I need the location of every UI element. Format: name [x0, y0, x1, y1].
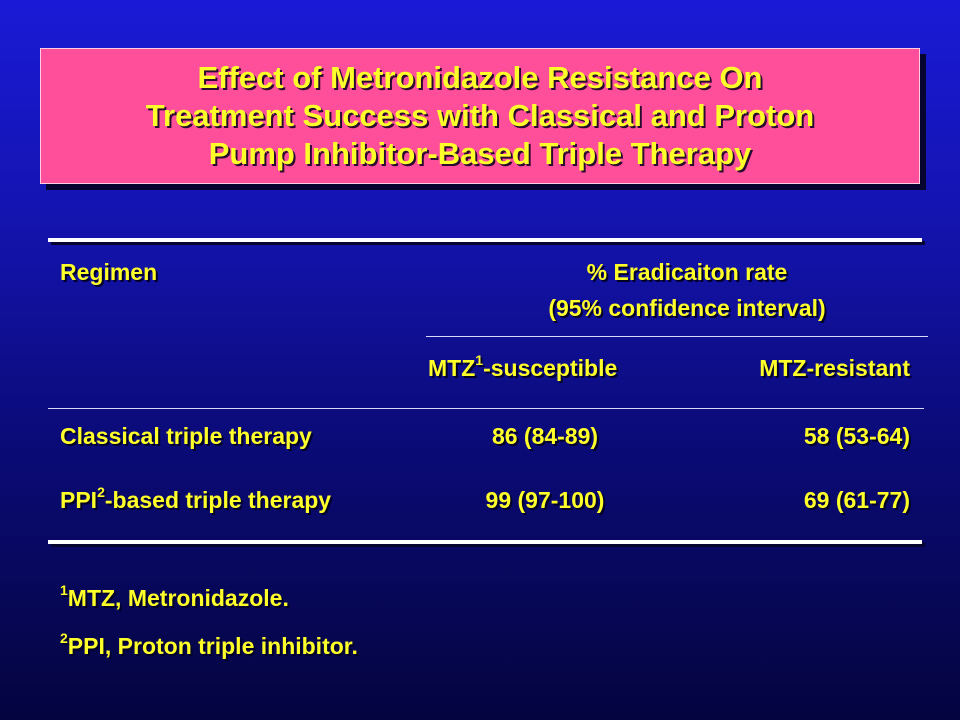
slide-title-line-2: Treatment Success with Classical and Pro…	[145, 98, 815, 133]
header-mtz-resistant: MTZ-resistant	[759, 355, 910, 381]
header-confidence-interval: (95% confidence interval)	[548, 295, 826, 321]
header-bottom-rule	[48, 408, 924, 409]
header-eradication-rate: % Eradicaiton rate	[586, 259, 788, 285]
header-mtz-susceptible: MTZ1-susceptible	[428, 352, 618, 381]
table-bottom-rule	[48, 540, 922, 544]
group-header-rule	[426, 336, 928, 337]
header-regimen: Regimen	[60, 259, 158, 285]
table-top-rule	[48, 238, 922, 242]
row-2-resistant: 69 (61-77)	[803, 487, 910, 513]
slide-title-line-3: Pump Inhibitor-Based Triple Therapy	[208, 136, 752, 171]
slide-title-line-1: Effect of Metronidazole Resistance On	[197, 60, 763, 95]
footnote-1: 1MTZ, Metronidazole.	[60, 582, 289, 611]
row-1-susceptible: 86 (84-89)	[491, 423, 599, 449]
row-1-resistant: 58 (53-64)	[803, 423, 910, 449]
row-1-regimen: Classical triple therapy	[60, 423, 312, 449]
footnote-2: 2PPI, Proton triple inhibitor.	[60, 630, 358, 659]
row-2-susceptible: 99 (97-100)	[485, 487, 605, 513]
row-2-regimen: PPI2-based triple therapy	[60, 484, 332, 513]
slide-title-box: Effect of Metronidazole Resistance On Tr…	[40, 48, 920, 184]
